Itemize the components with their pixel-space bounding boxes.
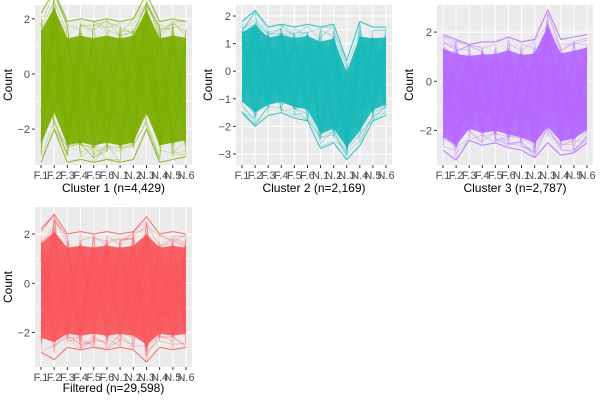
y-tick-label: 0 [426, 76, 432, 88]
x-tick-label: F.3 [462, 170, 477, 182]
series-core-band [242, 24, 386, 148]
y-tick-label: −3 [218, 149, 231, 161]
x-tick-label: F.6 [100, 372, 115, 384]
x-tick-label: N.4 [552, 170, 569, 182]
x-tick-label: F.6 [501, 170, 516, 182]
series-upper-envelope [40, 213, 187, 235]
x-tick-label: N.1 [513, 170, 530, 182]
y-tick-label: −2 [419, 126, 432, 138]
series-upper-envelope [442, 8, 588, 45]
x-tick-label: N.2 [325, 170, 342, 182]
x-tick-label: F.5 [287, 170, 302, 182]
series-core-band [41, 7, 186, 146]
x-tick-label: N.5 [164, 170, 181, 182]
y-tick-label: 2 [426, 27, 432, 39]
series-line [40, 1, 187, 155]
x-tick-label: F.3 [60, 170, 75, 182]
chart-panel: −3−2−1012F.1F.2F.3F.4F.5F.6N.1N.2N.3N.4N… [201, 5, 395, 195]
x-tick-label: F.2 [47, 170, 62, 182]
series-lower-envelope [442, 139, 588, 161]
x-tick-label: N.2 [526, 170, 543, 182]
series-bundle [442, 8, 588, 161]
x-tick-label: F.3 [261, 170, 276, 182]
y-axis-title: Count [1, 270, 15, 303]
x-axis-title: Cluster 3 (n=2,787) [463, 181, 566, 195]
x-tick-label: F.6 [300, 170, 315, 182]
x-tick-label: F.4 [274, 170, 289, 182]
series-line [40, 0, 187, 148]
x-tick-label: F.4 [475, 170, 490, 182]
x-tick-label: F.2 [248, 170, 263, 182]
series-core-band [41, 231, 186, 345]
x-tick-label: N.6 [578, 170, 595, 182]
chart-panel: −2 0 2 F.1F.2F.3F.4F.5F.6N.1N.2N.3N.4N.5N.6… [402, 5, 596, 195]
x-tick-label: N.3 [539, 170, 556, 182]
x-tick-label: F.1 [34, 170, 49, 182]
series-lower-envelope [241, 112, 387, 161]
series-bundle [241, 9, 387, 161]
series-bundle [40, 213, 187, 363]
x-tick-label: N.5 [565, 170, 582, 182]
x-tick-label: F.5 [86, 372, 101, 384]
y-tick-label: 2 [24, 229, 30, 241]
x-tick-label: N.1 [312, 170, 329, 182]
x-tick-label: N.3 [338, 170, 355, 182]
x-axis-title: Cluster 2 (n=2,169) [262, 181, 365, 195]
y-axis-title: Count [201, 68, 215, 101]
series-line [40, 3, 187, 147]
x-axis-title: Cluster 1 (n=4,429) [62, 181, 165, 195]
series-line [40, 220, 187, 349]
x-tick-label: N.4 [351, 170, 368, 182]
x-tick-label: F.3 [60, 372, 75, 384]
x-axis-title: Filtered (n=29,598) [63, 381, 165, 395]
x-tick-label: N.4 [151, 170, 168, 182]
series-lower-envelope [40, 346, 187, 363]
series-line [40, 219, 187, 346]
chart-panel: −2 0 2 F.1F.2F.3F.4F.5F.6N.1N.2N.3N.4N.5N.6… [1, 0, 195, 195]
y-tick-label: 2 [225, 11, 231, 23]
x-tick-label: F.5 [86, 170, 101, 182]
x-tick-label: N.2 [125, 170, 142, 182]
y-axis-title: Count [402, 68, 416, 101]
x-tick-label: N.1 [112, 372, 129, 384]
x-tick-label: F.2 [449, 170, 464, 182]
series-line [241, 21, 387, 145]
x-tick-label: F.4 [73, 170, 88, 182]
x-tick-label: N.4 [151, 372, 168, 384]
chart-panel: −2 0 2 F.1F.2F.3F.4F.5F.6N.1N.2N.3N.4N.5N.6… [1, 207, 195, 395]
x-tick-label: F.4 [73, 372, 88, 384]
y-tick-label: −2 [17, 124, 30, 136]
x-tick-label: F.6 [100, 170, 115, 182]
y-tick-label: 1 [225, 39, 231, 51]
y-tick-label: −2 [218, 121, 231, 133]
x-tick-label: N.6 [177, 372, 194, 384]
x-tick-label: N.1 [112, 170, 129, 182]
y-tick-label: 0 [24, 278, 30, 290]
x-tick-label: N.3 [138, 372, 155, 384]
x-tick-label: F.1 [436, 170, 451, 182]
y-axis-title: Count [1, 68, 15, 101]
x-tick-label: F.2 [47, 372, 62, 384]
series-bundle [40, 0, 187, 164]
x-tick-label: N.5 [364, 170, 381, 182]
y-tick-label: 0 [225, 66, 231, 78]
x-tick-label: N.6 [377, 170, 394, 182]
x-tick-label: F.5 [488, 170, 503, 182]
y-tick-label: 0 [24, 69, 30, 81]
series-core-band [443, 25, 587, 146]
y-tick-label: −1 [218, 94, 231, 106]
x-tick-label: N.3 [138, 170, 155, 182]
x-tick-label: F.1 [235, 170, 250, 182]
x-tick-label: F.1 [34, 372, 49, 384]
series-line [442, 24, 588, 152]
series-lower-envelope [40, 127, 187, 163]
series-upper-envelope [40, 0, 187, 23]
x-tick-label: N.6 [177, 170, 194, 182]
x-tick-label: N.5 [164, 372, 181, 384]
x-tick-label: N.2 [125, 372, 142, 384]
y-tick-label: −2 [17, 328, 30, 340]
y-tick-label: 2 [24, 14, 30, 26]
series-upper-envelope [241, 9, 386, 62]
